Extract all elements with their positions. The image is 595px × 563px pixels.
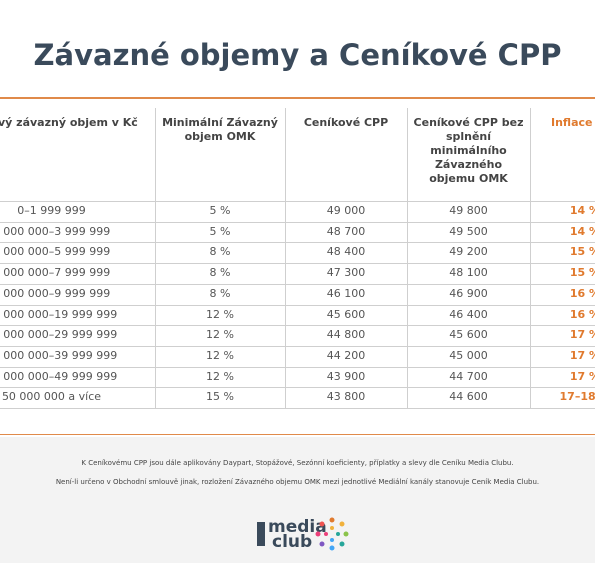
cell: 44 700 [449, 369, 488, 383]
cell: 17 % [569, 348, 595, 362]
cell: 49 500 [449, 224, 488, 238]
title: Závazné objemy a Ceníkové CPP [33, 38, 562, 72]
note: Není-li určeno v Obchodní smlouvě jinak,… [55, 478, 540, 486]
divider [0, 434, 595, 435]
column-header: Ceníkové CPP [303, 116, 389, 129]
cell: 49 800 [449, 204, 488, 217]
cell: 44 800 [326, 328, 366, 342]
divider [0, 97, 595, 99]
row-line [0, 345, 595, 347]
cell: 12 % [206, 307, 234, 321]
cell: 49 000 [326, 204, 366, 217]
cell: 40 000 000–49 999 999 [0, 369, 118, 383]
row-line [0, 221, 595, 223]
cell: 12 % [206, 369, 234, 383]
cell: 49 200 [449, 245, 488, 259]
cell: 12 % [206, 328, 234, 342]
cell: 6 000 000–7 999 999 [0, 266, 111, 280]
cell: 14 % [569, 224, 595, 238]
row-line [0, 387, 595, 389]
cell: 12 % [206, 348, 234, 362]
column-header: vý závazný objem v Kč [0, 116, 138, 129]
column-header: Minimální Závazný objem OMK [162, 116, 278, 143]
cell: 8 % [209, 266, 231, 280]
row-line [0, 325, 595, 327]
cell: 17 % [569, 328, 595, 342]
cell: 45 000 [449, 348, 488, 362]
cell: 30 000 000–39 999 999 [0, 348, 118, 362]
column-header: Ceníkové CPP bez splnění minimálního Záv… [413, 116, 524, 185]
cell: 2 000 000–3 999 999 [0, 224, 111, 238]
cell: 45 600 [326, 307, 366, 321]
note: K Ceníkovému CPP jsou dále aplikovány Da… [81, 459, 514, 467]
cell: 44 600 [449, 390, 488, 404]
cell: 46 100 [326, 286, 366, 300]
cell: 10 000 000–19 999 999 [0, 307, 118, 321]
row-line [0, 304, 595, 306]
logo-icon [315, 517, 349, 551]
cell: 5 % [209, 204, 231, 217]
footer [0, 437, 595, 563]
cell: 48 700 [326, 224, 366, 238]
column-line [155, 108, 156, 408]
column-line [285, 108, 286, 408]
column-header: Inflace [551, 116, 593, 129]
row-line [0, 408, 595, 409]
cell: 4 000 000–5 999 999 [0, 245, 111, 259]
cell: 14 % [569, 204, 595, 217]
cell: 17 % [569, 369, 595, 383]
cell: 0–1 999 999 [17, 204, 86, 217]
column-line [407, 108, 408, 408]
cell: 50 000 000 a více [1, 390, 102, 404]
cell: 46 900 [449, 286, 488, 300]
cell: 48 400 [326, 245, 366, 259]
cell: 15 % [569, 245, 595, 259]
cell: 48 100 [449, 266, 488, 280]
logo-text: media [268, 517, 327, 537]
cell: 8 % [209, 286, 231, 300]
cell: 15 % [206, 390, 234, 404]
cell: 16 % [569, 307, 595, 321]
row-line [0, 201, 595, 202]
cell: 16 % [569, 286, 595, 300]
row-line [0, 263, 595, 265]
logo-bar [257, 522, 265, 546]
row-line [0, 242, 595, 244]
cell: 46 400 [449, 307, 488, 321]
cell: 43 900 [326, 369, 366, 383]
logo-text: club [272, 532, 313, 552]
cell: 20 000 000–29 999 999 [0, 328, 118, 342]
cell: 45 600 [449, 328, 488, 342]
cell: 47 300 [326, 266, 366, 280]
cell: 8 % [209, 245, 231, 259]
cell: 17–18 % [559, 390, 595, 404]
cell: 15 % [569, 266, 595, 280]
cell: 5 % [209, 224, 231, 238]
cell: 43 800 [326, 390, 366, 404]
row-line [0, 283, 595, 285]
cell: 8 000 000–9 999 999 [0, 286, 111, 300]
cell: 44 200 [326, 348, 366, 362]
row-line [0, 366, 595, 368]
column-line [530, 108, 531, 408]
